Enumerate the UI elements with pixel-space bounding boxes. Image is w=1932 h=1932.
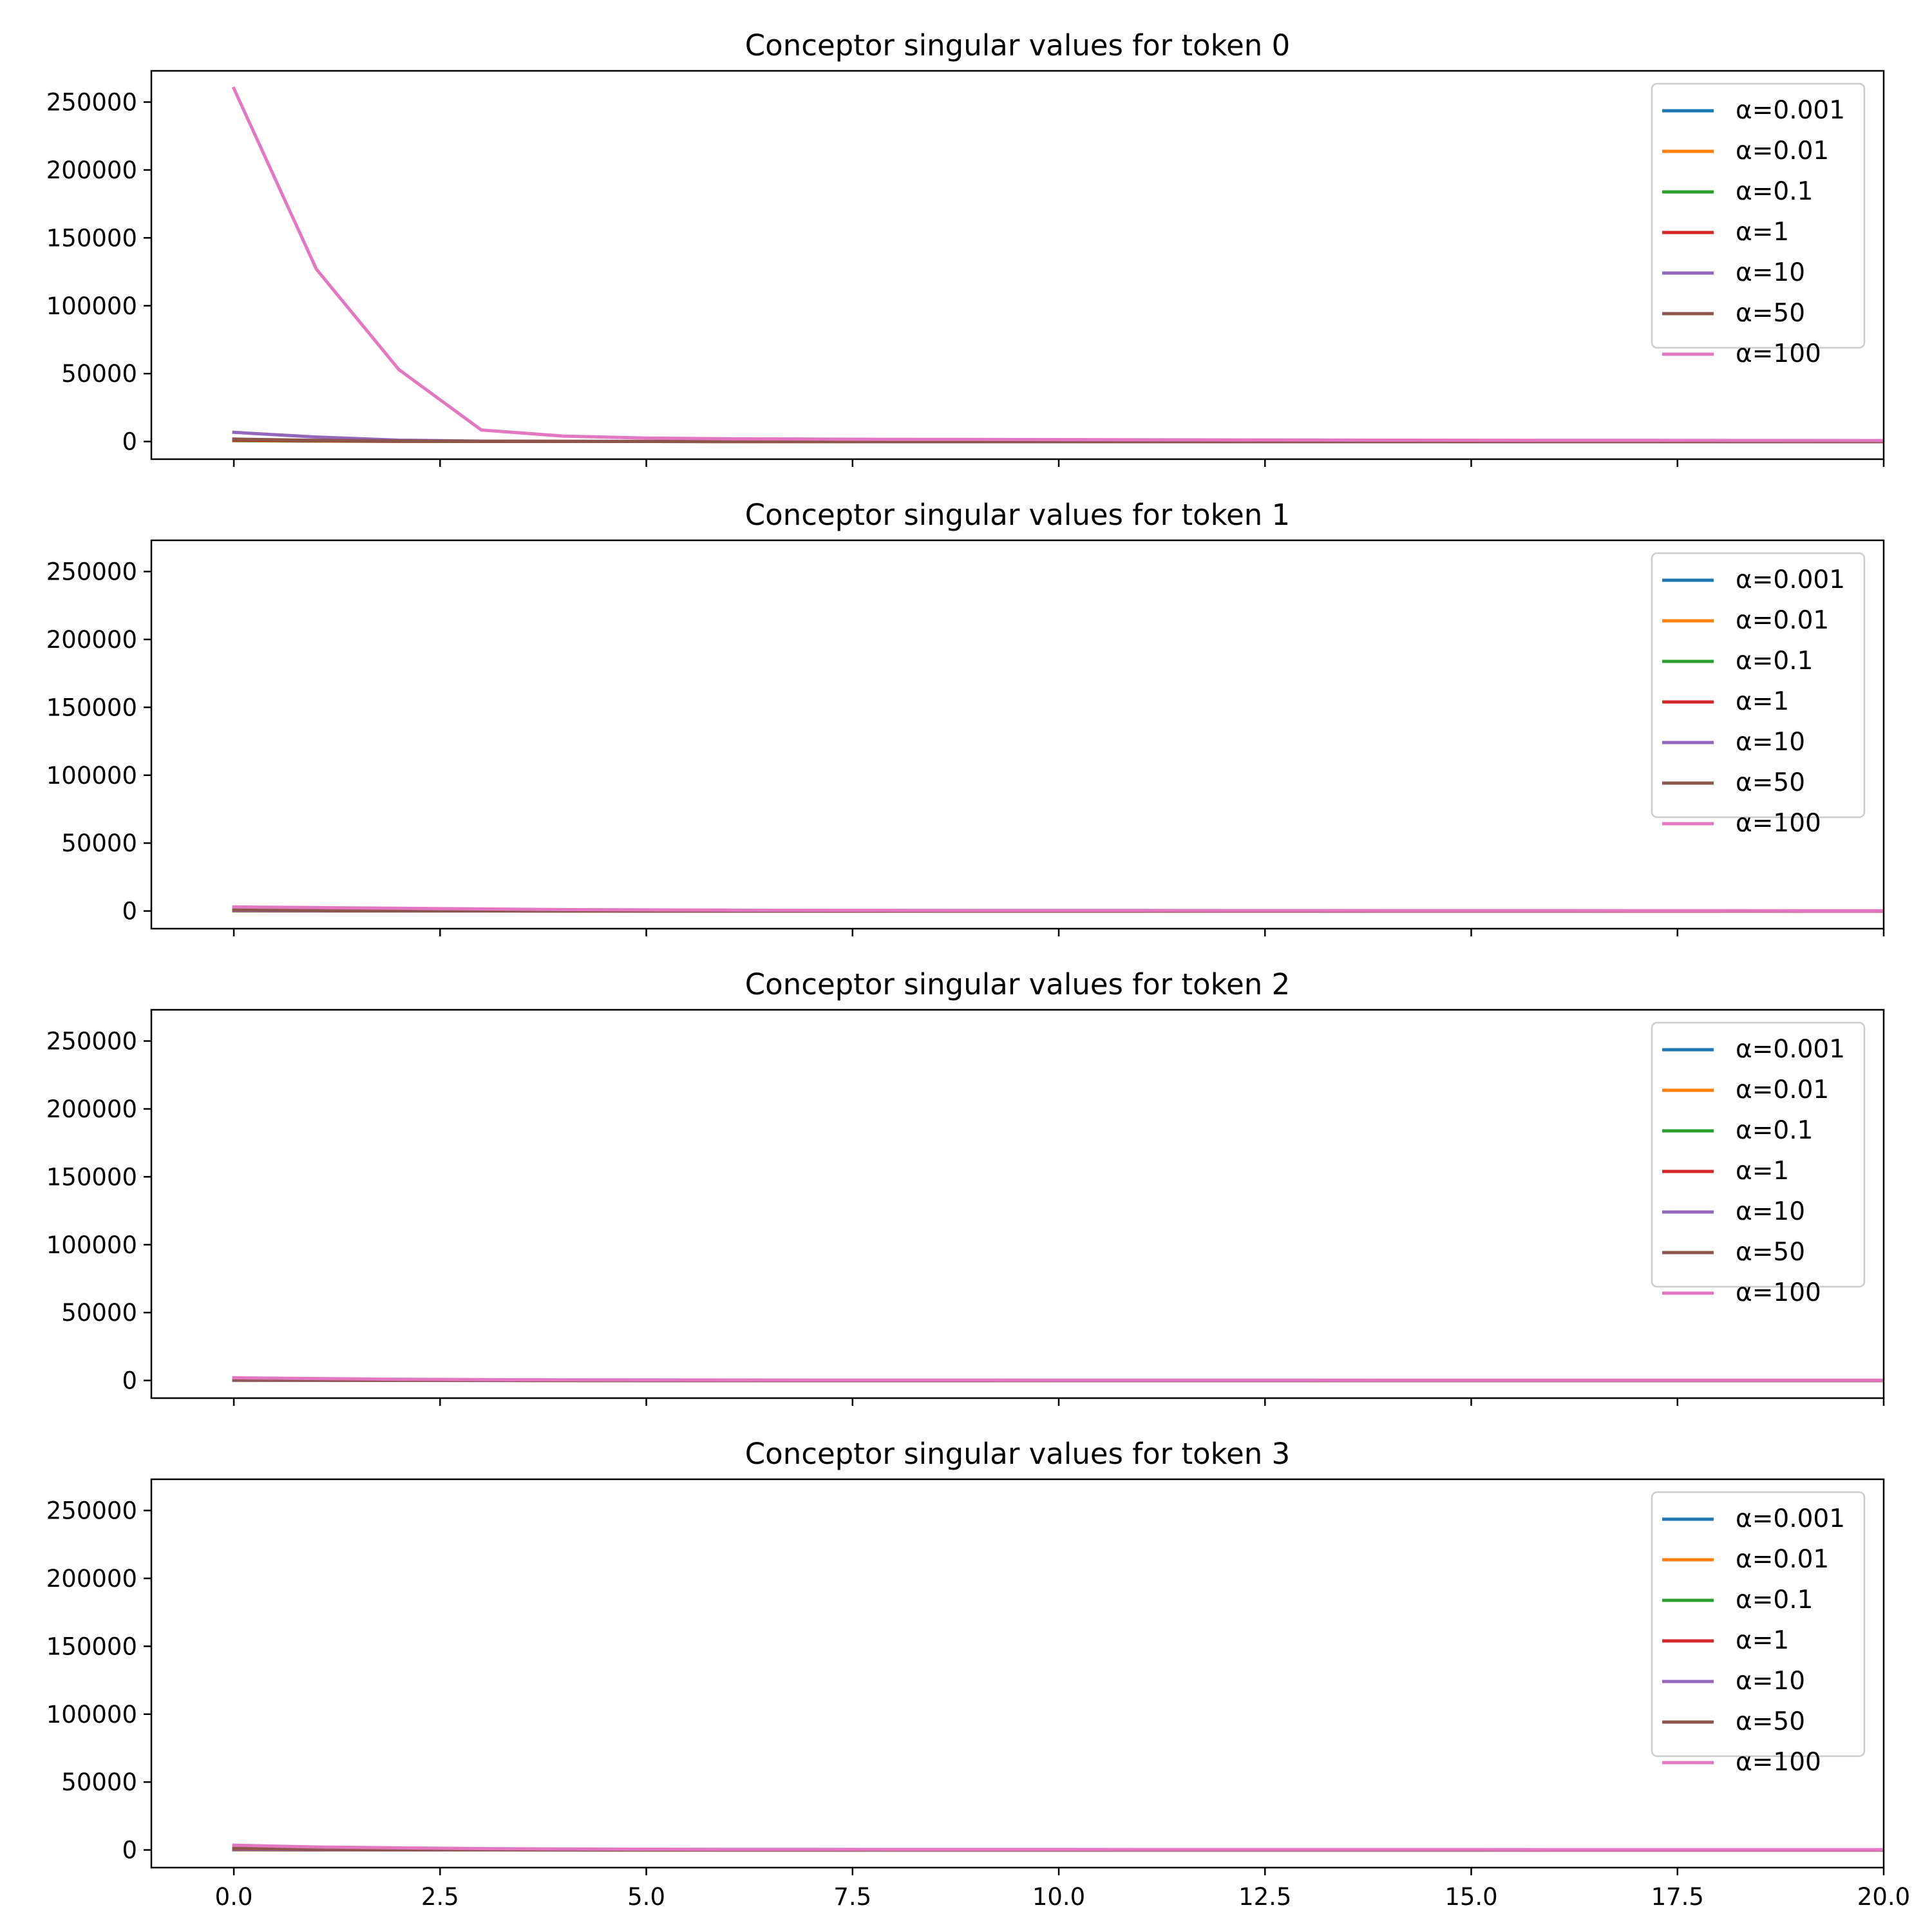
legend-label: α=0.01 xyxy=(1736,1545,1829,1574)
axes-frame xyxy=(150,1009,1885,1399)
series-line-6 xyxy=(231,86,1884,442)
legend-label: α=0.001 xyxy=(1736,1504,1845,1533)
y-tick-label: 250000 xyxy=(46,558,137,585)
chart-title: Conceptor singular values for token 2 xyxy=(745,967,1291,1001)
series-lines xyxy=(231,86,1884,444)
x-tick-label: 15.0 xyxy=(1444,1883,1497,1911)
plot-area xyxy=(151,540,1884,929)
y-tick-label: 100000 xyxy=(46,292,137,320)
legend-label: α=0.1 xyxy=(1736,1586,1813,1615)
y-tick-label: 50000 xyxy=(61,1768,137,1796)
legend-label: α=0.01 xyxy=(1736,137,1829,166)
y-tick-label: 200000 xyxy=(46,1095,137,1123)
legend-label: α=0.1 xyxy=(1736,1116,1813,1145)
y-tick-label: 100000 xyxy=(46,762,137,790)
series-line-6 xyxy=(232,905,1884,913)
legend-label: α=0.01 xyxy=(1736,606,1829,635)
x-tick-label: 17.5 xyxy=(1651,1883,1704,1911)
y-tick-label: 50000 xyxy=(61,360,137,388)
legend-label: α=100 xyxy=(1736,1748,1821,1777)
legend-label: α=10 xyxy=(1736,1667,1805,1696)
axes-frame xyxy=(150,70,1885,460)
x-tick-label: 12.5 xyxy=(1238,1883,1291,1911)
y-tick-label: 50000 xyxy=(61,1299,137,1327)
y-tick-label: 150000 xyxy=(46,1163,137,1191)
legend-label: α=10 xyxy=(1736,728,1805,757)
y-tick-label: 250000 xyxy=(46,1497,137,1524)
legend-label: α=10 xyxy=(1736,258,1805,287)
legend-label: α=1 xyxy=(1736,218,1789,247)
subplot-token-3: Conceptor singular values for token 3 0 50… xyxy=(46,1437,1910,1911)
subplot-token-0: Conceptor singular values for token 0 0 50… xyxy=(46,28,1885,467)
x-tick-label: 7.5 xyxy=(833,1883,871,1911)
y-tick-label: 250000 xyxy=(46,1027,137,1055)
legend-label: α=100 xyxy=(1736,1278,1821,1307)
series-line-6 xyxy=(232,1843,1884,1852)
legend-label: α=1 xyxy=(1736,1626,1789,1655)
series-line-6 xyxy=(232,1376,1884,1382)
legend-label: α=100 xyxy=(1736,339,1821,368)
axes-frame xyxy=(150,1478,1885,1869)
y-tick-label: 0 xyxy=(122,1367,137,1395)
legend-label: α=0.1 xyxy=(1736,647,1813,676)
subplot-token-1: Conceptor singular values for token 1 0 50… xyxy=(46,498,1885,936)
legend-label: α=50 xyxy=(1736,299,1805,328)
x-tick-label: 0.0 xyxy=(215,1883,253,1911)
legend-label: α=10 xyxy=(1736,1197,1805,1226)
legend-label: α=0.1 xyxy=(1736,177,1813,206)
legend-label: α=50 xyxy=(1736,768,1805,797)
x-tick-label: 20.0 xyxy=(1857,1883,1910,1911)
legend-label: α=1 xyxy=(1736,687,1789,716)
legend-label: α=0.001 xyxy=(1736,1035,1845,1064)
y-tick-label: 100000 xyxy=(46,1701,137,1728)
x-tick-label: 10.0 xyxy=(1032,1883,1085,1911)
series-lines xyxy=(232,905,1884,913)
chart-title: Conceptor singular values for token 1 xyxy=(745,498,1291,532)
legend: α=0.001 α=0.01 α=0.1 α=1 α=10 α=50 α=100 xyxy=(1651,1021,1866,1307)
chart-title: Conceptor singular values for token 3 xyxy=(745,1437,1291,1471)
plot-area xyxy=(151,1010,1884,1398)
y-tick-label: 250000 xyxy=(46,88,137,116)
plot-area xyxy=(151,71,1884,459)
axes-frame xyxy=(150,539,1885,930)
series-lines xyxy=(232,1376,1884,1383)
y-tick-label: 200000 xyxy=(46,156,137,184)
y-tick-label: 150000 xyxy=(46,1633,137,1660)
chart-title: Conceptor singular values for token 0 xyxy=(745,28,1291,62)
y-tick-label: 50000 xyxy=(61,829,137,857)
legend: α=0.001 α=0.01 α=0.1 α=1 α=10 α=50 α=100 xyxy=(1651,1491,1866,1777)
legend-label: α=1 xyxy=(1736,1157,1789,1186)
y-tick-label: 0 xyxy=(122,898,137,925)
legend: α=0.001 α=0.01 α=0.1 α=1 α=10 α=50 α=100 xyxy=(1651,552,1866,838)
legend-label: α=50 xyxy=(1736,1238,1805,1267)
x-tick-label: 5.0 xyxy=(627,1883,665,1911)
y-tick-label: 200000 xyxy=(46,1565,137,1593)
y-tick-label: 0 xyxy=(122,428,137,456)
legend-label: α=0.001 xyxy=(1736,565,1845,594)
y-tick-label: 0 xyxy=(122,1837,137,1864)
legend-label: α=0.001 xyxy=(1736,96,1845,125)
plot-area xyxy=(151,1479,1884,1868)
legend-label: α=0.01 xyxy=(1736,1075,1829,1104)
y-tick-label: 200000 xyxy=(46,626,137,654)
y-tick-label: 150000 xyxy=(46,694,137,721)
legend-label: α=50 xyxy=(1736,1707,1805,1736)
subplot-token-2: Conceptor singular values for token 2 0 50… xyxy=(46,967,1885,1406)
y-tick-label: 100000 xyxy=(46,1231,137,1259)
y-tick-label: 150000 xyxy=(46,224,137,252)
legend: α=0.001 α=0.01 α=0.1 α=1 α=10 α=50 α=100 xyxy=(1651,82,1866,368)
x-tick-label: 2.5 xyxy=(421,1883,459,1911)
legend-label: α=100 xyxy=(1736,809,1821,838)
series-lines xyxy=(232,1843,1884,1852)
